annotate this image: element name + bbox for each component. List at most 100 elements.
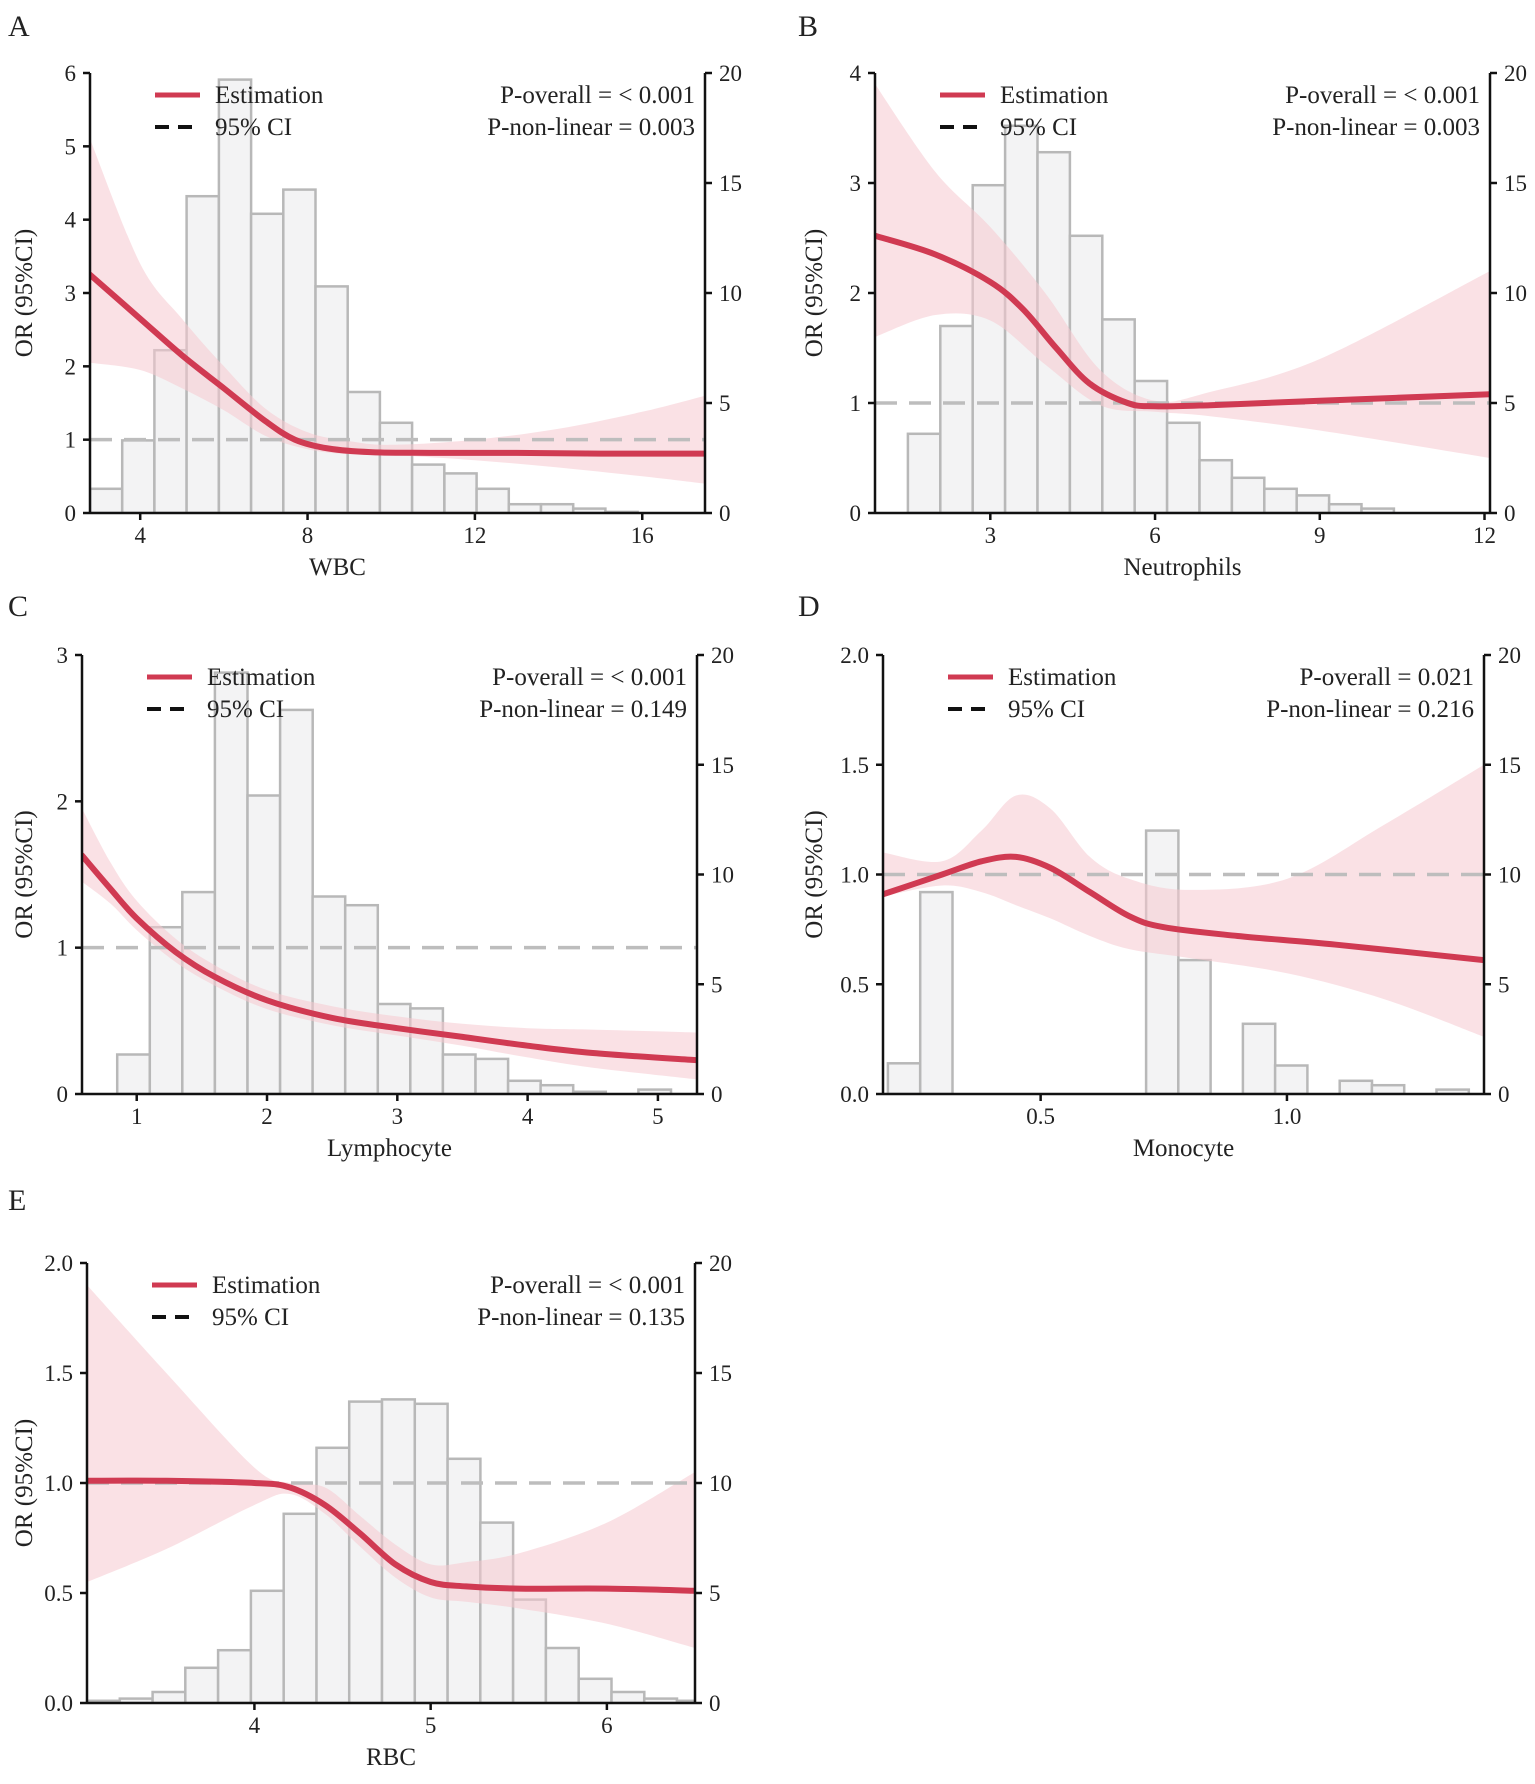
panel-c-hist-bar bbox=[213, 671, 249, 1094]
panel-e-legend-ci-label: 95% CI bbox=[212, 1304, 289, 1331]
panel-e-ytick-label: 1.5 bbox=[44, 1361, 73, 1386]
panel-e-xtick-label: 6 bbox=[601, 1713, 613, 1738]
panel-e-ci-band bbox=[87, 1285, 695, 1648]
panel-e-y2tick-label: 10 bbox=[709, 1471, 732, 1496]
panel-c-ytick-label: 3 bbox=[57, 643, 69, 668]
panel-a-y2tick-label: 0 bbox=[719, 501, 731, 526]
panel-e-ylabel: OR (95%CI) bbox=[11, 1419, 38, 1547]
panel-d-y2tick-label: 20 bbox=[1498, 643, 1521, 668]
panel-c-xtick-label: 5 bbox=[652, 1104, 664, 1129]
panel-b-letter: B bbox=[798, 10, 818, 43]
panel-d-histogram bbox=[886, 829, 1471, 1094]
panel-d-hist-bar bbox=[886, 1062, 922, 1094]
panel-c-legend-ci-label: 95% CI bbox=[207, 696, 284, 723]
panel-a-p-nonlinear: P-non-linear = 0.003 bbox=[487, 114, 695, 141]
panel-a-y2tick-label: 10 bbox=[719, 281, 742, 306]
panel-e-hist-bar bbox=[479, 1521, 515, 1703]
panel-b-hist-bar bbox=[1230, 476, 1266, 513]
panel-b-y2tick-label: 0 bbox=[1504, 501, 1516, 526]
panel-d-y2tick-label: 10 bbox=[1498, 863, 1521, 888]
panel-e-letter: E bbox=[8, 1184, 26, 1217]
panel-a-xtick-label: 12 bbox=[463, 523, 486, 548]
panel-e-hist-bar bbox=[249, 1589, 285, 1703]
panel-a-hist-bar bbox=[378, 421, 414, 513]
panel-d-estimation-line bbox=[883, 853, 1484, 964]
panel-c-hist-bar bbox=[115, 1053, 152, 1094]
panel-c-xtick-label: 4 bbox=[522, 1104, 534, 1129]
panel-a-ytick-label: 2 bbox=[65, 354, 77, 379]
panel-c-hist-bar bbox=[539, 1083, 575, 1094]
panel-c-ytick-label: 2 bbox=[57, 789, 69, 814]
panel-e-p-overall: P-overall = < 0.001 bbox=[490, 1272, 685, 1299]
panel-c-hist-bar bbox=[474, 1057, 510, 1094]
panel-a-ytick-label: 4 bbox=[65, 208, 77, 233]
panel-d-hist-bar bbox=[1144, 829, 1180, 1094]
panel-b-legend-estimation-label: Estimation bbox=[1000, 82, 1109, 109]
panel-a-hist-bar bbox=[475, 487, 511, 513]
panel-c-y2tick-label: 15 bbox=[711, 753, 734, 778]
panel-a-ytick-label: 5 bbox=[65, 134, 77, 159]
panel-a-hist-bar bbox=[539, 502, 575, 513]
panel-e-xlabel: RBC bbox=[366, 1744, 416, 1771]
panel-a-y2tick-label: 20 bbox=[719, 61, 742, 86]
panel-b-p-overall: P-overall = < 0.001 bbox=[1285, 82, 1480, 109]
panel-b-ytick-label: 3 bbox=[850, 171, 862, 196]
panel-e-y2tick-label: 5 bbox=[709, 1581, 721, 1606]
panel-d-ytick-label: 0.5 bbox=[840, 972, 869, 997]
panel-b-hist-bar bbox=[939, 324, 974, 513]
panel-e-hist-bar bbox=[216, 1648, 253, 1703]
panel-a-y2tick-label: 15 bbox=[719, 171, 742, 196]
panel-d-hist-bar bbox=[1273, 1064, 1309, 1094]
panel-b-hist-bar bbox=[1360, 507, 1396, 513]
panel-e-legend-estimation-label: Estimation bbox=[212, 1272, 321, 1299]
panel-c-hist-bar bbox=[311, 895, 347, 1094]
panel-b-ytick-label: 0 bbox=[850, 501, 862, 526]
panel-b-y2tick-label: 5 bbox=[1504, 391, 1516, 416]
panel-c-y2tick-label: 20 bbox=[711, 643, 734, 668]
panel-d-hist-bar bbox=[1241, 1022, 1277, 1094]
panel-d-hist-bar bbox=[918, 890, 954, 1094]
panel-d-ytick-label: 1.0 bbox=[840, 863, 869, 888]
panel-d-ytick-label: 2.0 bbox=[840, 643, 869, 668]
panel-c-p-overall: P-overall = < 0.001 bbox=[492, 664, 687, 691]
panel-b-legend-ci-label: 95% CI bbox=[1000, 114, 1077, 141]
panel-d-p-nonlinear: P-non-linear = 0.216 bbox=[1266, 696, 1474, 723]
panel-b-xlabel: Neutrophils bbox=[1123, 554, 1241, 581]
panel-e: E 0.0 0.5 1.0 1.5 2.0 0 5 10 15 20 4 5 6 RBC OR (95%CI)… bbox=[8, 1184, 732, 1771]
panel-c-ytick-label: 1 bbox=[57, 936, 69, 961]
panel-c: C 0 1 2 3 0 5 10 15 20 1 2 3 4 5 Lymphocyte OR (95%CI) Es… bbox=[8, 590, 734, 1162]
panel-c-legend-estimation-label: Estimation bbox=[207, 664, 316, 691]
panel-a-xtick-label: 4 bbox=[134, 523, 146, 548]
panel-e-hist-bar bbox=[184, 1666, 220, 1703]
panel-d: D 0.0 0.5 1.0 1.5 2.0 0 5 10 15 20 0.5 1.0 Monocyte OR… bbox=[798, 590, 1521, 1162]
panel-a-estimation-line bbox=[90, 271, 705, 457]
panel-b-ci-band bbox=[875, 84, 1490, 458]
panel-a-hist-bar bbox=[249, 212, 285, 513]
panel-e-y2tick-label: 15 bbox=[709, 1361, 732, 1386]
panel-a-hist-bar bbox=[314, 285, 349, 513]
panel-b-ytick-label: 4 bbox=[850, 61, 862, 86]
panel-c-xlabel: Lymphocyte bbox=[327, 1135, 452, 1162]
panel-c-letter: C bbox=[8, 590, 28, 623]
panel-a-xtick-label: 8 bbox=[302, 523, 314, 548]
panel-e-hist-bar bbox=[610, 1690, 646, 1703]
panel-d-xlabel: Monocyte bbox=[1133, 1135, 1234, 1162]
panel-b-hist-bar bbox=[1101, 318, 1136, 513]
panel-b-xtick-label: 9 bbox=[1314, 523, 1326, 548]
panel-c-hist-bar bbox=[278, 708, 314, 1094]
panel-c-p-nonlinear: P-non-linear = 0.149 bbox=[479, 696, 687, 723]
panel-d-y2tick-label: 5 bbox=[1498, 972, 1510, 997]
panel-b-hist-bar bbox=[1198, 458, 1234, 513]
panel-e-estimation-line bbox=[87, 1477, 695, 1594]
panel-a-letter: A bbox=[8, 10, 30, 43]
panel-e-hist-bar bbox=[544, 1646, 580, 1703]
panel-b-hist-bar bbox=[1263, 487, 1298, 513]
panel-a-legend-ci-label: 95% CI bbox=[215, 114, 292, 141]
panel-d-xtick-label: 0.5 bbox=[1026, 1104, 1055, 1129]
panel-b-ylabel: OR (95%CI) bbox=[801, 229, 828, 357]
panel-b-ytick-label: 2 bbox=[850, 281, 862, 306]
panel-d-letter: D bbox=[798, 590, 820, 623]
panel-d-ytick-label: 1.5 bbox=[840, 753, 869, 778]
